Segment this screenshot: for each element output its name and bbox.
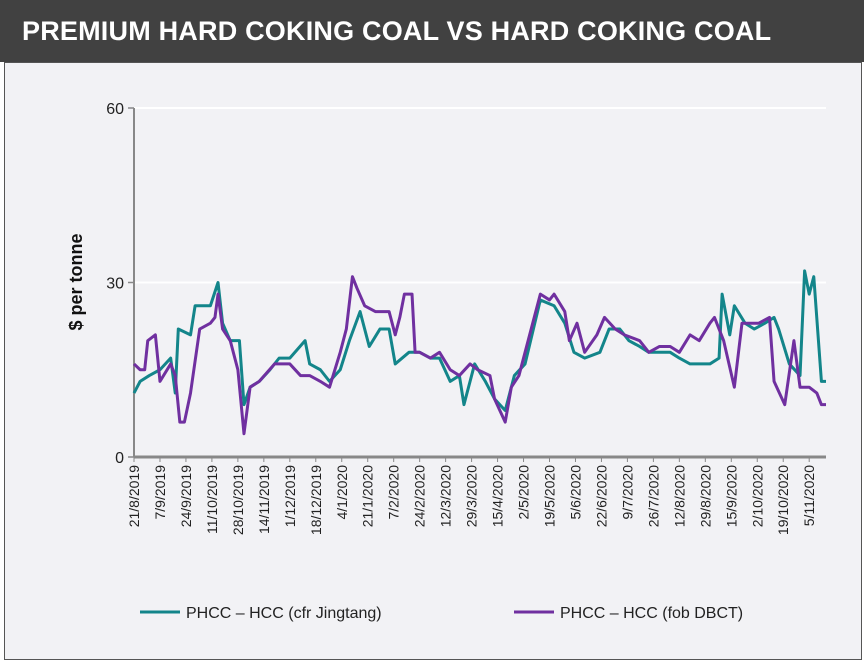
x-tick-label: 28/10/2019 xyxy=(230,465,246,535)
title-bar: PREMIUM HARD COKING COAL VS HARD COKING … xyxy=(0,0,864,62)
legend: PHCC – HCC (cfr Jingtang) PHCC – HCC (fo… xyxy=(140,605,743,622)
x-tick-label: 7/9/2019 xyxy=(152,465,168,520)
x-tick-label: 11/10/2019 xyxy=(204,465,220,534)
x-tick-label: 22/6/2020 xyxy=(593,465,609,527)
x-tick-label: 4/1/2020 xyxy=(334,465,350,520)
x-tick-label: 15/9/2020 xyxy=(723,465,739,527)
x-tick-label: 2/5/2020 xyxy=(516,465,532,520)
y-tick-label: 0 xyxy=(115,450,124,467)
x-tick-label: 7/2/2020 xyxy=(386,465,402,520)
x-tick-label: 21/1/2020 xyxy=(360,465,376,527)
x-tick-label: 12/3/2020 xyxy=(438,465,454,527)
x-tick-label: 9/7/2020 xyxy=(619,465,635,520)
y-tick-label: 30 xyxy=(106,276,124,293)
x-tick-label: 5/11/2020 xyxy=(801,465,817,526)
x-tick-label: 26/7/2020 xyxy=(645,465,661,527)
x-tick-label: 29/8/2020 xyxy=(697,465,713,527)
y-tick-label: 60 xyxy=(106,101,124,118)
x-tick-label: 19/5/2020 xyxy=(542,465,558,527)
x-tick-label: 14/11/2019 xyxy=(256,465,272,534)
x-tick-label: 15/4/2020 xyxy=(490,465,506,527)
x-tick-label: 1/12/2019 xyxy=(282,465,298,527)
x-tick-label: 21/8/2019 xyxy=(126,465,142,527)
x-tick-label: 18/12/2019 xyxy=(308,465,324,535)
legend-label-dbct: PHCC – HCC (fob DBCT) xyxy=(560,605,743,622)
x-tick-label: 2/10/2020 xyxy=(749,465,765,527)
series-line-0 xyxy=(132,269,826,412)
x-tick-label: 12/8/2020 xyxy=(671,465,687,527)
x-tick-label: 19/10/2020 xyxy=(775,465,791,535)
y-axis-label: $ per tonne xyxy=(66,233,86,330)
x-tick-label: 29/3/2020 xyxy=(464,465,480,527)
x-tick-label: 24/9/2019 xyxy=(178,465,194,527)
series-line-1 xyxy=(132,275,826,436)
chart-title: PREMIUM HARD COKING COAL VS HARD COKING … xyxy=(22,16,772,46)
x-tick-label: 5/6/2020 xyxy=(567,465,583,520)
legend-label-jingtang: PHCC – HCC (cfr Jingtang) xyxy=(186,605,382,622)
x-tick-label: 24/2/2020 xyxy=(412,465,428,527)
